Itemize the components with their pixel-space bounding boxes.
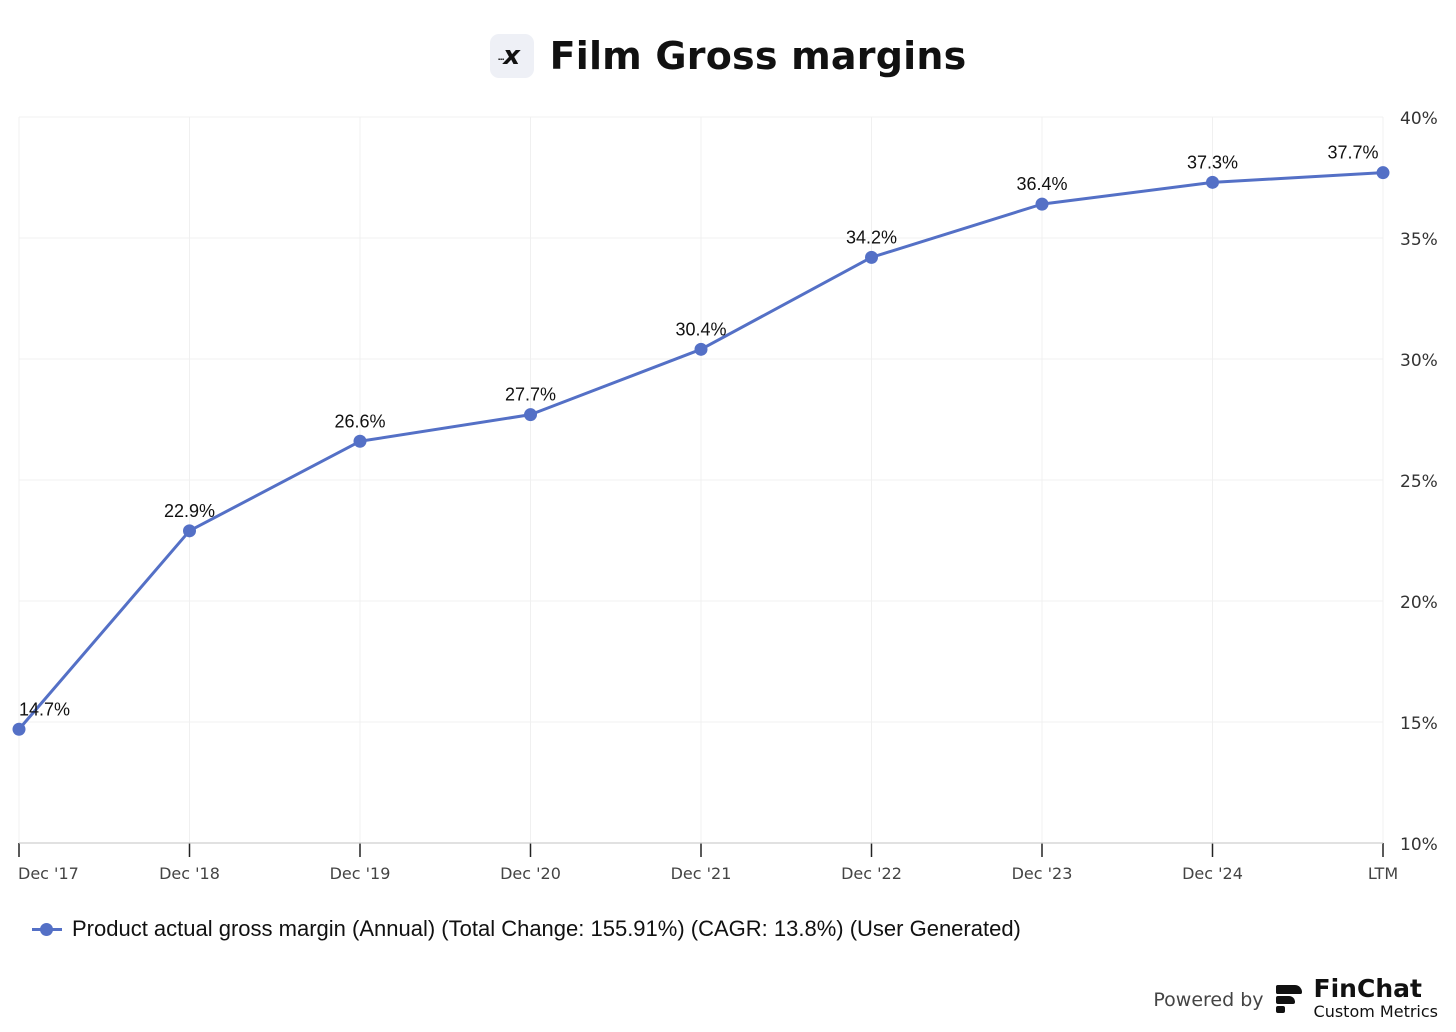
chart-header: ··· x Film Gross margins bbox=[0, 34, 1456, 78]
x-tick-label: Dec '22 bbox=[841, 864, 902, 883]
data-labels: 14.7% 22.9% 26.6% 27.7% 30.4% 34.2% 36.4% 37.3%… bbox=[19, 143, 1379, 720]
y-tick-label: 20% bbox=[1400, 593, 1438, 613]
line-chart: Dec '17 Dec '18 Dec '19 Dec '20 Dec '21 Dec '… bbox=[12, 109, 1438, 883]
y-axis: 10% 15% 20% 25% 30% 35% 40% bbox=[1400, 109, 1438, 855]
x-tick-label: LTM bbox=[1368, 864, 1398, 883]
data-label: 36.4% bbox=[1016, 174, 1067, 194]
brand-subtitle: Custom Metrics bbox=[1313, 1002, 1438, 1021]
company-logo-icon: ··· x bbox=[489, 34, 534, 78]
data-label: 30.4% bbox=[675, 319, 726, 339]
logo-glyph: x bbox=[503, 41, 520, 71]
data-label: 37.3% bbox=[1187, 152, 1238, 172]
x-tick-label: Dec '20 bbox=[500, 864, 561, 883]
footer-branding: Powered by FinChat Custom Metrics bbox=[1153, 976, 1438, 1020]
legend-marker-icon bbox=[32, 921, 62, 937]
y-tick-label: 15% bbox=[1400, 714, 1438, 734]
x-tick-label: Dec '23 bbox=[1012, 864, 1073, 883]
legend-label: Product actual gross margin (Annual) (To… bbox=[72, 916, 1021, 941]
y-tick-label: 25% bbox=[1400, 472, 1438, 492]
data-point[interactable] bbox=[183, 524, 196, 538]
data-point[interactable] bbox=[353, 434, 367, 448]
data-point[interactable] bbox=[1206, 175, 1219, 189]
powered-by-text: Powered by bbox=[1153, 989, 1264, 1011]
data-point[interactable] bbox=[1376, 166, 1390, 180]
chart-title: Film Gross margins bbox=[549, 34, 967, 78]
grid-lines bbox=[18, 116, 1384, 843]
data-label: 22.9% bbox=[164, 501, 215, 521]
x-tick-label: Dec '19 bbox=[330, 864, 391, 883]
data-point[interactable] bbox=[694, 342, 708, 356]
data-label: 34.2% bbox=[846, 227, 897, 247]
brand-block: FinChat Custom Metrics bbox=[1314, 976, 1438, 1020]
x-tick-label: Dec '21 bbox=[671, 864, 732, 883]
y-tick-label: 10% bbox=[1400, 835, 1438, 855]
x-tick-label: Dec '18 bbox=[159, 864, 220, 883]
data-label: 27.7% bbox=[505, 385, 556, 405]
data-label: 26.6% bbox=[334, 411, 385, 431]
y-tick-label: 35% bbox=[1400, 230, 1438, 250]
finchat-logo-icon bbox=[1274, 983, 1304, 1013]
data-point[interactable] bbox=[1035, 197, 1049, 211]
data-point[interactable] bbox=[524, 408, 537, 422]
x-axis: Dec '17 Dec '18 Dec '19 Dec '20 Dec '21 Dec '… bbox=[18, 842, 1398, 883]
x-tick-label: Dec '24 bbox=[1182, 864, 1243, 883]
x-tick-label: Dec '17 bbox=[18, 864, 79, 883]
data-point[interactable] bbox=[865, 250, 878, 264]
data-label: 14.7% bbox=[19, 699, 70, 719]
series-line-group bbox=[12, 166, 1390, 736]
chart-legend[interactable]: Product actual gross margin (Annual) (To… bbox=[32, 916, 1021, 942]
y-tick-label: 30% bbox=[1400, 351, 1438, 371]
data-label: 37.7% bbox=[1327, 143, 1378, 163]
y-tick-label: 40% bbox=[1400, 109, 1438, 129]
data-point[interactable] bbox=[12, 722, 26, 736]
brand-name: FinChat bbox=[1313, 974, 1422, 1003]
